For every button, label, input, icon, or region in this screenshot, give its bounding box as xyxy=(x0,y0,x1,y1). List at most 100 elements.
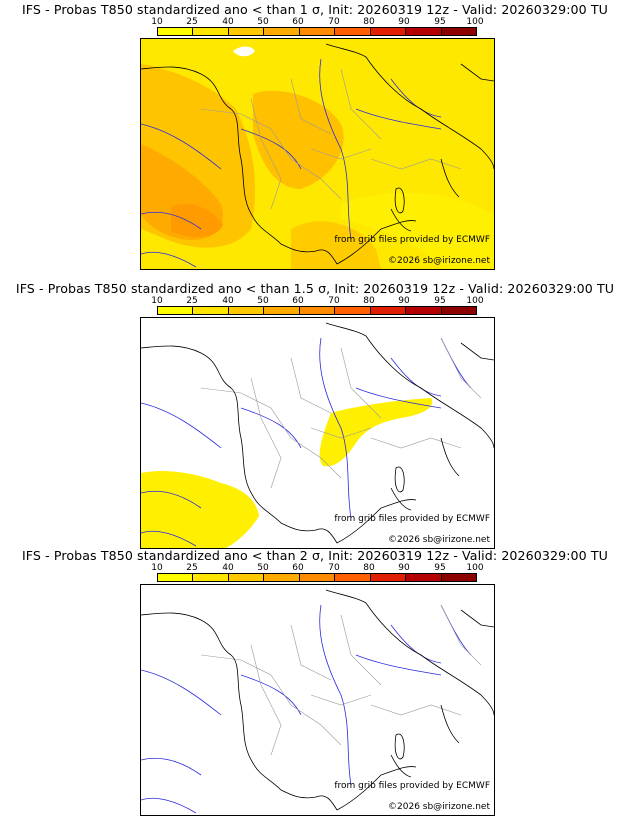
colorbar-tick: 100 xyxy=(466,563,484,573)
corsica-outline xyxy=(394,466,405,493)
colorbar-swatch xyxy=(264,574,300,581)
coastlines-and-borders xyxy=(141,43,494,265)
panel-1: IFS - Probas T850 standardized ano < tha… xyxy=(0,2,630,274)
colorbar-swatch xyxy=(299,28,336,35)
colorbar-swatch xyxy=(193,28,229,35)
colorbar-tick: 25 xyxy=(186,563,198,573)
colorbar-swatch xyxy=(370,574,407,581)
colorbar-swatch xyxy=(228,28,265,35)
colorbar-tick: 90 xyxy=(398,563,410,573)
colorbar-swatch xyxy=(228,574,265,581)
colorbar-tick: 70 xyxy=(328,296,340,306)
colorbar-tick: 95 xyxy=(434,563,446,573)
region-boundaries xyxy=(200,337,482,489)
colorbar-tick: 95 xyxy=(434,296,446,306)
colorbar-swatch xyxy=(370,28,407,35)
copyright-note: ©2026 sb@irizone.net xyxy=(388,535,490,545)
river-lines xyxy=(141,58,442,268)
colorbar-swatch xyxy=(370,307,407,314)
colorbar-tick: 10 xyxy=(151,296,163,306)
colorbar-ticks: 10 25 40 50 60 70 80 90 95 100 xyxy=(140,296,500,306)
colorbar-tick: 80 xyxy=(363,563,375,573)
colorbar-tick: 60 xyxy=(292,563,304,573)
river-lines xyxy=(141,604,472,814)
colorbar-swatch xyxy=(406,574,442,581)
colorbar-swatch xyxy=(158,574,194,581)
coastlines-and-borders xyxy=(141,589,494,811)
provider-note: from grib files provided by ECMWF xyxy=(334,235,490,245)
colorbar xyxy=(157,27,477,36)
colorbar-tick: 50 xyxy=(257,296,269,306)
colorbar-tick: 10 xyxy=(151,17,163,27)
colorbar-swatch xyxy=(299,574,336,581)
colorbar-ticks: 10 25 40 50 60 70 80 90 95 100 xyxy=(140,17,500,27)
colorbar-swatch xyxy=(193,307,229,314)
colorbar-tick: 70 xyxy=(328,563,340,573)
probability-area-10-alps xyxy=(319,398,433,467)
colorbar-tick: 80 xyxy=(363,296,375,306)
colorbar-tick: 50 xyxy=(257,563,269,573)
colorbar-tick: 80 xyxy=(363,17,375,27)
panel-title: IFS - Probas T850 standardized ano < tha… xyxy=(21,2,608,17)
colorbar-tick: 60 xyxy=(292,17,304,27)
colorbar-swatch xyxy=(193,574,229,581)
map-graphic xyxy=(141,322,494,548)
colorbar-swatch xyxy=(441,574,476,581)
colorbar xyxy=(157,306,477,315)
colorbar-tick: 40 xyxy=(222,296,234,306)
colorbar xyxy=(157,573,477,582)
probability-map: from grib files provided by ECMWF ©2026 … xyxy=(140,584,495,816)
colorbar-swatch xyxy=(158,28,194,35)
colorbar-tick: 95 xyxy=(434,17,446,27)
colorbar-tick: 25 xyxy=(186,296,198,306)
probability-area-25-south xyxy=(291,221,381,269)
probability-map: from grib files provided by ECMWF ©2026 … xyxy=(140,317,495,549)
river-lines xyxy=(141,337,472,547)
copyright-note: ©2026 sb@irizone.net xyxy=(388,256,490,266)
probability-area-25-central xyxy=(253,90,344,189)
panel-title: IFS - Probas T850 standardized ano < tha… xyxy=(15,281,615,296)
colorbar-swatch xyxy=(441,307,476,314)
provider-note: from grib files provided by ECMWF xyxy=(334,514,490,524)
colorbar-tick: 25 xyxy=(186,17,198,27)
provider-note: from grib files provided by ECMWF xyxy=(334,781,490,791)
colorbar-swatch xyxy=(158,307,194,314)
probability-map: from grib files provided by ECMWF ©2026 … xyxy=(140,38,495,270)
colorbar-tick: 40 xyxy=(222,563,234,573)
corsica-outline xyxy=(394,187,405,214)
region-boundaries xyxy=(200,604,482,756)
colorbar-tick: 100 xyxy=(466,17,484,27)
corsica-outline xyxy=(394,733,405,760)
copyright-note: ©2026 sb@irizone.net xyxy=(388,802,490,812)
colorbar-tick: 60 xyxy=(292,296,304,306)
panel-2: IFS - Probas T850 standardized ano < tha… xyxy=(0,281,630,553)
panel-title: IFS - Probas T850 standardized ano < tha… xyxy=(21,548,608,563)
colorbar-tick: 90 xyxy=(398,17,410,27)
no-probability-area xyxy=(233,46,255,57)
colorbar-swatch xyxy=(406,28,442,35)
colorbar-tick: 40 xyxy=(222,17,234,27)
probability-area-50 xyxy=(171,204,223,238)
colorbar-swatch xyxy=(299,307,336,314)
coastlines-and-borders xyxy=(141,322,494,544)
colorbar-swatch xyxy=(264,307,300,314)
colorbar-tick: 10 xyxy=(151,563,163,573)
map-graphic xyxy=(141,39,494,269)
colorbar-swatch xyxy=(335,307,371,314)
colorbar-swatch xyxy=(441,28,476,35)
map-graphic xyxy=(141,589,494,814)
colorbar-swatch xyxy=(335,574,371,581)
colorbar-swatch xyxy=(335,28,371,35)
probability-area-10-south xyxy=(341,192,494,269)
colorbar-swatch xyxy=(228,307,265,314)
colorbar-tick: 100 xyxy=(466,296,484,306)
colorbar-ticks: 10 25 40 50 60 70 80 90 95 100 xyxy=(140,563,500,573)
colorbar-swatch xyxy=(264,28,300,35)
probability-area-10-southwest xyxy=(141,471,259,548)
panel-3: IFS - Probas T850 standardized ano < tha… xyxy=(0,548,630,820)
region-boundaries xyxy=(200,68,462,210)
colorbar-tick: 50 xyxy=(257,17,269,27)
colorbar-tick: 90 xyxy=(398,296,410,306)
colorbar-tick: 70 xyxy=(328,17,340,27)
colorbar-swatch xyxy=(406,307,442,314)
